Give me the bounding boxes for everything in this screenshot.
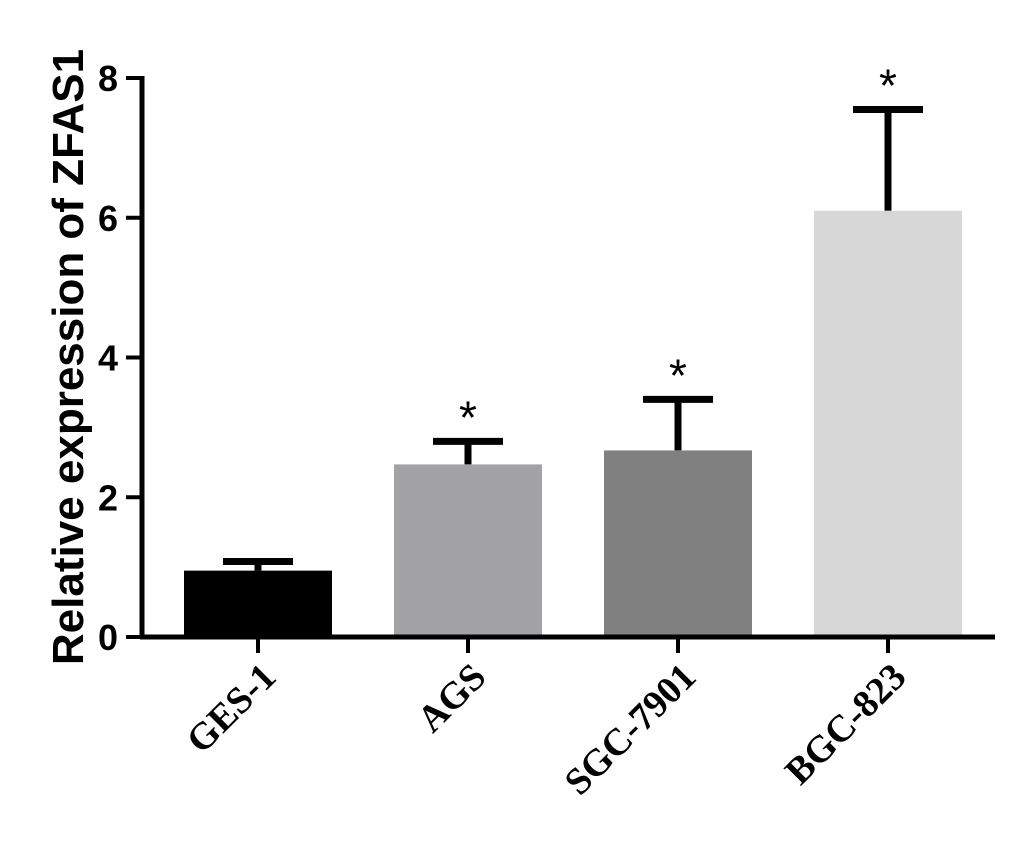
y-tick-label: 8 — [98, 58, 118, 99]
significance-marker: * — [669, 349, 687, 401]
bar — [394, 464, 542, 637]
y-tick-label: 0 — [98, 617, 118, 658]
x-tick-label: BGC-823 — [777, 656, 914, 793]
x-tick-label: SGC-7901 — [557, 656, 705, 804]
x-tick-label: GES-1 — [179, 656, 285, 762]
significance-marker: * — [459, 391, 477, 443]
bar — [184, 570, 332, 637]
y-axis-label: Relative expression of ZFAS1 — [44, 49, 93, 665]
y-tick-label: 6 — [98, 198, 118, 239]
x-tick-label: AGS — [409, 656, 494, 741]
bar — [814, 210, 962, 637]
bars-group: * * * — [184, 59, 962, 637]
bar — [604, 450, 752, 637]
y-tick-label: 2 — [98, 477, 118, 518]
significance-marker: * — [879, 59, 897, 111]
y-tick-label: 4 — [98, 338, 118, 379]
